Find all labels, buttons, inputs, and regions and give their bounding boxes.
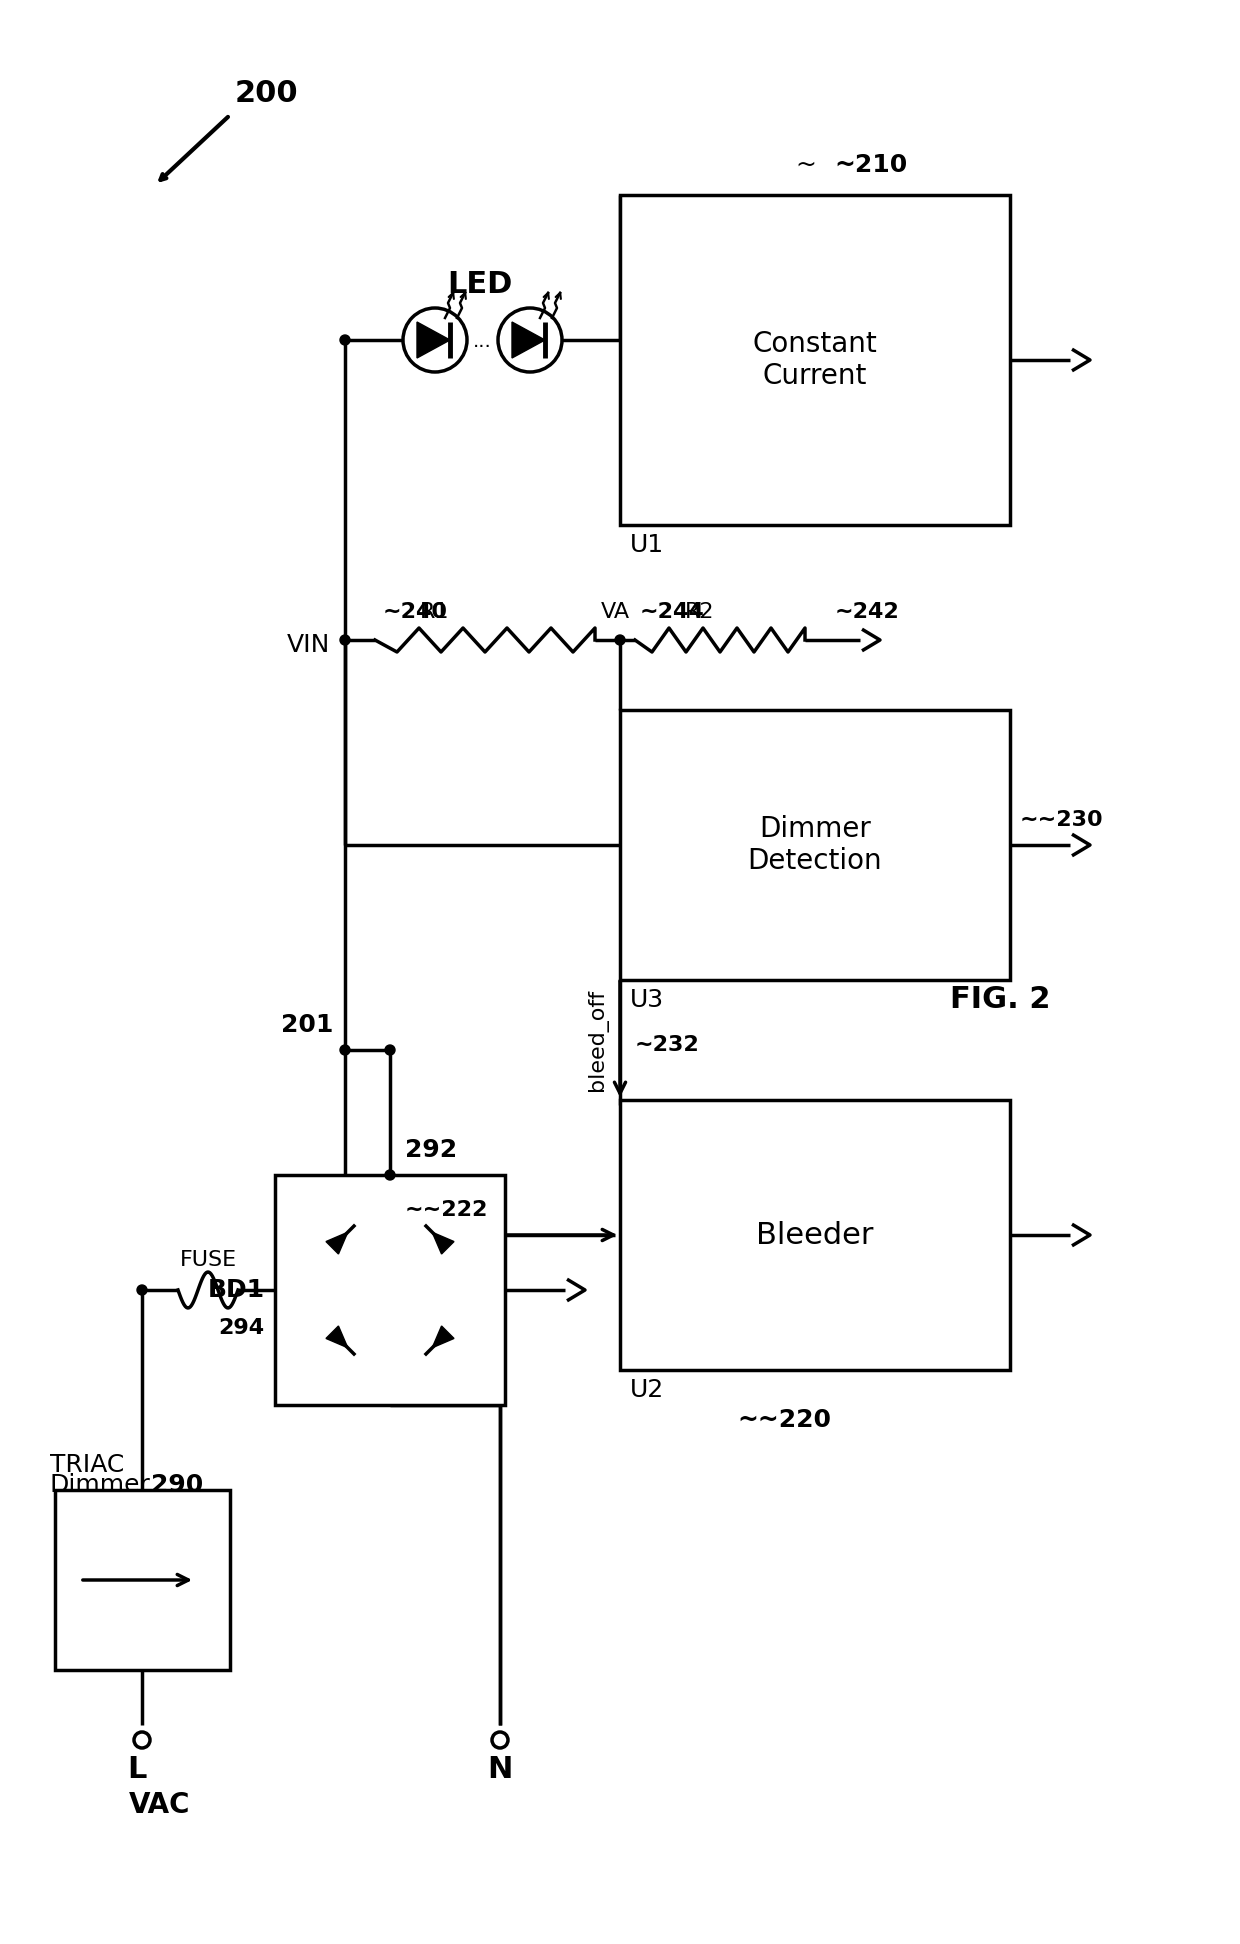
Text: Constant
Current: Constant Current (753, 330, 878, 391)
Text: LED: LED (448, 270, 512, 299)
Text: FUSE: FUSE (180, 1250, 237, 1269)
Bar (620, 1100, 1011, 1371)
Text: ~~222: ~~222 (405, 1199, 489, 1221)
Text: ~244: ~244 (640, 603, 704, 622)
Text: 292: 292 (405, 1137, 458, 1163)
Circle shape (384, 1046, 396, 1056)
Text: ~: ~ (796, 154, 816, 177)
Text: ~~230: ~~230 (1021, 811, 1104, 830)
Bar (620, 710, 1011, 980)
Text: ~242: ~242 (835, 603, 900, 622)
Text: Bleeder: Bleeder (756, 1221, 874, 1250)
Text: 201: 201 (280, 1013, 334, 1036)
Text: U1: U1 (630, 533, 665, 558)
Text: ~240: ~240 (383, 603, 448, 622)
Polygon shape (433, 1232, 454, 1254)
Text: R1: R1 (420, 603, 449, 622)
Circle shape (340, 636, 350, 645)
Circle shape (136, 1285, 148, 1295)
Text: TRIAC: TRIAC (50, 1452, 124, 1477)
Bar (55, 1489, 229, 1670)
Polygon shape (326, 1232, 347, 1254)
Text: N: N (487, 1755, 512, 1785)
Text: bleed_off: bleed_off (587, 989, 608, 1091)
Circle shape (384, 1170, 396, 1180)
Polygon shape (326, 1326, 347, 1347)
Bar (620, 194, 1011, 525)
Text: VAC: VAC (129, 1790, 191, 1820)
Text: BD1: BD1 (208, 1277, 265, 1302)
Text: R2: R2 (686, 603, 714, 622)
Polygon shape (433, 1326, 454, 1347)
Text: 290: 290 (151, 1474, 203, 1497)
Circle shape (615, 636, 625, 645)
Polygon shape (512, 323, 546, 358)
Text: ...: ... (472, 332, 491, 352)
Bar (275, 1174, 505, 1406)
Text: 294: 294 (218, 1318, 264, 1337)
Text: ~~220: ~~220 (737, 1407, 831, 1433)
Circle shape (340, 334, 350, 344)
Text: ~232: ~232 (635, 1034, 699, 1056)
Text: VIN: VIN (286, 634, 330, 657)
Text: U2: U2 (630, 1378, 665, 1402)
Text: ~210: ~210 (835, 154, 908, 177)
Text: Dimmer: Dimmer (50, 1474, 151, 1497)
Text: U3: U3 (630, 988, 665, 1013)
Text: 200: 200 (236, 80, 299, 109)
Text: VA: VA (600, 603, 630, 622)
Polygon shape (417, 323, 450, 358)
Text: L: L (128, 1755, 146, 1785)
Text: Dimmer
Detection: Dimmer Detection (748, 815, 883, 875)
Text: FIG. 2: FIG. 2 (950, 986, 1050, 1015)
Circle shape (340, 1046, 350, 1056)
